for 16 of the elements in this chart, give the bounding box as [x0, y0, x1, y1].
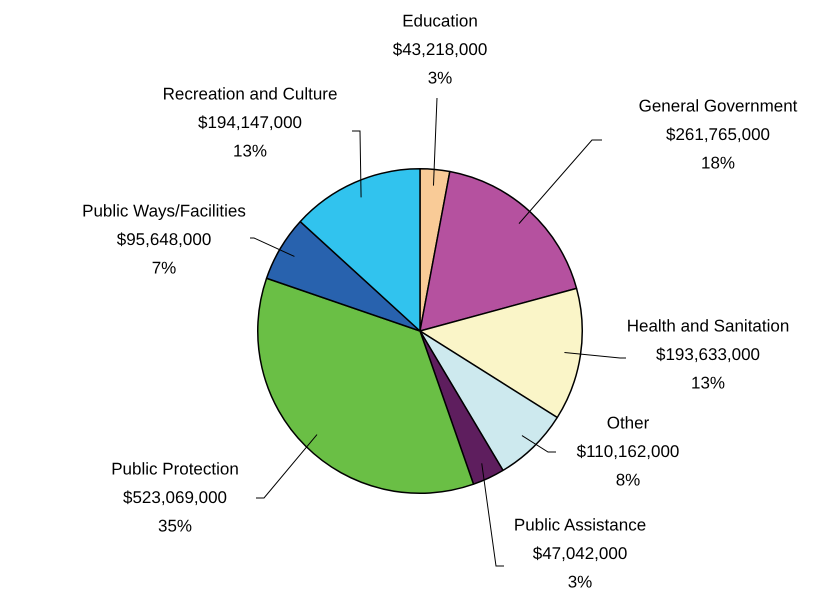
data-label: $261,765,000 18%	[666, 125, 770, 173]
slice-label: Education	[402, 12, 478, 31]
data-label: $47,042,000 3%	[532, 544, 628, 592]
data-label: $194,147,000 13%	[198, 113, 302, 161]
slice-label: Other	[606, 414, 650, 433]
slice-label: Public Assistance	[514, 516, 646, 535]
slice-label: Health and Sanitation	[626, 316, 790, 336]
data-label: $193,633,000 13%	[656, 345, 760, 393]
data-label: $523,069,000 35%	[123, 488, 227, 536]
data-label: $110,162,000 8%	[576, 442, 680, 490]
slice-label: Public Protection	[111, 460, 239, 479]
slice-label: Public Ways/Facilities	[82, 202, 246, 221]
data-label: $43,218,000 3%	[392, 40, 488, 88]
slice-label: Recreation and Culture	[162, 84, 338, 104]
slice-label: General Government	[638, 96, 798, 116]
data-label: $95,648,000 7%	[116, 230, 212, 278]
